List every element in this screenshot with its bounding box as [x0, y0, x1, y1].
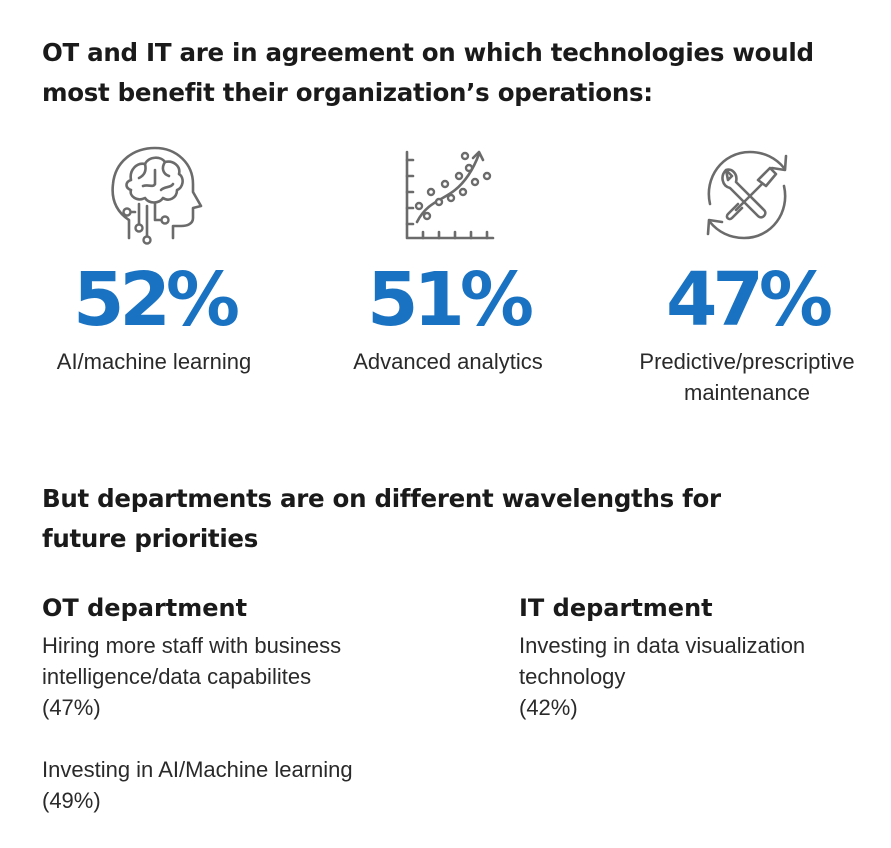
stat-value: 52%	[72, 257, 240, 343]
priority-item: Investing in data visualization technolo…	[519, 630, 879, 723]
priority-text: Investing in data visualization technolo…	[519, 633, 806, 689]
stat-value: 51%	[366, 257, 534, 343]
priority-percent: (42%)	[519, 695, 578, 720]
stat-advanced-analytics: 51% Advanced analytics	[318, 140, 578, 377]
brain-head-icon	[111, 146, 203, 245]
stat-value: 47%	[665, 257, 833, 343]
department-title: IT department	[519, 594, 713, 622]
section-subtitle: But departments are on different wavelen…	[42, 484, 721, 553]
stat-predictive-maintenance: 47% Predictive/prescriptive maintenance	[613, 140, 881, 408]
priority-percent: (47%)	[42, 695, 101, 720]
stat-label: Advanced analytics	[353, 349, 543, 374]
stat-ai-machine-learning: 52% AI/machine learning	[24, 140, 284, 377]
stat-label: Predictive/prescriptive maintenance	[639, 349, 855, 405]
scatter-chart-icon	[405, 150, 495, 240]
priority-percent: (49%)	[42, 788, 101, 813]
priority-text: Investing in AI/Machine learning	[42, 757, 353, 782]
it-department-section: IT department Investing in data visualiz…	[519, 590, 879, 754]
priority-item: Hiring more staff with business intellig…	[42, 630, 462, 723]
stat-label: AI/machine learning	[56, 349, 252, 374]
ot-department-section: OT department Hiring more staff with bus…	[42, 590, 462, 847]
wrench-screwdriver-cycle-icon	[706, 150, 788, 240]
priority-item: Investing in AI/Machine learning (49%)	[42, 754, 462, 816]
department-title: OT department	[42, 594, 248, 622]
page-title: OT and IT are in agreement on which tech…	[42, 38, 814, 107]
priority-text: Hiring more staff with business intellig…	[42, 633, 342, 689]
